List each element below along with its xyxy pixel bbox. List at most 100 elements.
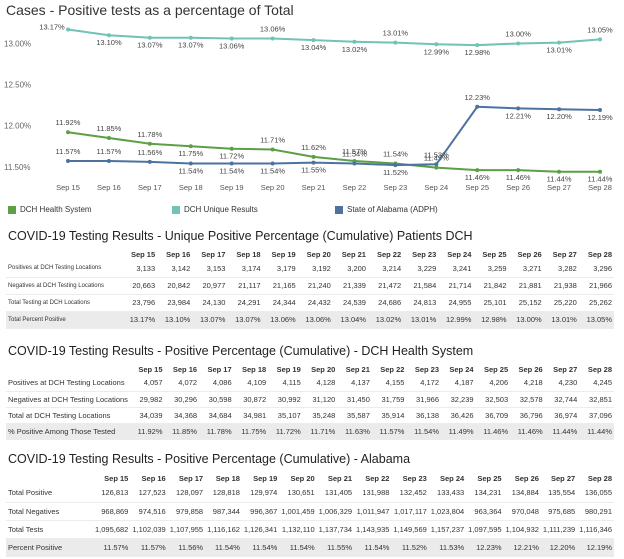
table-header-cell: Sep 26 [514, 473, 539, 483]
table-unique-positive: Sep 15 Sep 16 Sep 17 Sep 18 Sep 19 Sep 20 Sep … [6, 249, 614, 329]
table-header-cell: Sep 26 [517, 250, 542, 259]
legend-item-dch-health-system[interactable]: DCH Health System [8, 205, 92, 214]
table-cell: 134,884 [503, 484, 541, 503]
table-cell: 3,142 [157, 260, 193, 278]
table-cell: 136,055 [577, 484, 614, 503]
table-cell: 13.00% [508, 311, 544, 329]
row-label: Total Tests [6, 520, 93, 539]
data-point [598, 37, 602, 42]
row-label: Negatives at DCH Testing Locations [6, 277, 122, 295]
data-label: 13.05% [587, 25, 613, 34]
table-cell: 21,842 [473, 277, 509, 295]
table-header-row: Sep 15 Sep 16 Sep 17 Sep 18 Sep 19 Sep 20 Sep … [6, 249, 614, 260]
row-label: Negatives at DCH Testing Locations [6, 391, 130, 408]
table-cell: 36,138 [406, 407, 441, 424]
x-tick-label: Sep 17 [138, 183, 162, 192]
data-point [434, 165, 439, 170]
legend-label: DCH Health System [20, 205, 92, 214]
table-cell: 1,111,239 [540, 520, 578, 539]
table-header-cell: Sep 25 [477, 473, 502, 483]
table-cell: 11.92% [129, 423, 165, 440]
x-tick-label: Sep 20 [261, 183, 285, 192]
table-cell: 968,869 [92, 502, 131, 521]
data-label: 11.92% [56, 118, 81, 127]
table-cell: 1,157,237 [428, 520, 467, 539]
legend-label: State of Alabama (ADPH) [347, 205, 438, 214]
table-cell: 13.07% [227, 311, 263, 329]
table-cell: 3,192 [297, 260, 333, 278]
table-header-cell: Sep 22 [380, 365, 405, 374]
table-cell: 11.54% [241, 538, 280, 557]
table-cell: 31,120 [302, 391, 338, 408]
y-tick-label: 13.00% [4, 39, 31, 48]
table-cell: 3,200 [332, 260, 368, 278]
table-cell: 134,231 [466, 484, 504, 503]
data-label: 12.21% [505, 111, 531, 120]
row-label: Total Negatives [6, 502, 93, 521]
table-cell: 3,133 [122, 260, 158, 278]
table-cell: 1,097,595 [466, 520, 504, 539]
table-cell: 35,914 [371, 407, 407, 424]
table-cell: 30,992 [268, 391, 303, 408]
table-cell: 4,245 [579, 375, 614, 392]
table-cell: 32,239 [441, 391, 476, 408]
table-cell: 1,006,329 [316, 502, 355, 521]
data-label: 13.17% [39, 22, 65, 31]
table-cell: 129,974 [241, 484, 280, 503]
table-cell: 1,107,955 [167, 520, 206, 539]
table-header-cell: Sep 18 [215, 473, 240, 483]
table-cell: 974,516 [130, 502, 168, 521]
x-tick-label: Sep 24 [424, 183, 448, 192]
series-line-2 [68, 105, 601, 167]
data-point [270, 36, 275, 41]
table-cell: 23,984 [157, 294, 193, 312]
table-cell: 21,881 [508, 277, 544, 295]
table-cell: 12.23% [466, 538, 504, 557]
table-cell: 4,206 [475, 375, 511, 392]
data-label: 11.75% [178, 149, 203, 158]
data-label: 13.10% [96, 38, 122, 47]
table-cell: 4,115 [268, 375, 303, 392]
table-cell: 3,229 [403, 260, 439, 278]
table-cell: 24,344 [262, 294, 298, 312]
table-cell: 987,344 [205, 502, 242, 521]
data-point [393, 40, 398, 45]
table-header-cell: Sep 24 [449, 365, 474, 374]
table-header-cell: Sep 19 [271, 250, 296, 259]
data-label: 11.46% [465, 173, 490, 182]
data-point [475, 104, 480, 109]
data-label: 11.44% [588, 175, 613, 184]
data-label: 13.07% [137, 41, 163, 50]
table-cell: 970,048 [503, 502, 541, 521]
table-cell: 4,057 [129, 375, 165, 392]
data-point [516, 106, 521, 111]
table-alabama: Sep 15 Sep 16 Sep 17 Sep 18 Sep 19 Sep 20 Sep … [6, 472, 614, 557]
table-cell: 1,095,682 [92, 520, 131, 539]
table-cell: 12.19% [577, 538, 614, 557]
data-label: 11.62% [301, 143, 326, 152]
table-row: Total Negatives 968,869 974,516 979,858 987,… [6, 502, 614, 521]
x-tick-label: Sep 25 [465, 183, 489, 192]
table-cell: 12.20% [540, 538, 578, 557]
table-cell: 1,143,935 [354, 520, 392, 539]
data-label: 11.54% [219, 166, 244, 175]
table-cell: 25,101 [473, 294, 509, 312]
legend-item-state-of-alabama[interactable]: State of Alabama (ADPH) [335, 205, 438, 214]
table-cell: 30,872 [233, 391, 269, 408]
table-cell: 4,172 [406, 375, 441, 392]
table-cell: 131,405 [316, 484, 355, 503]
data-label: 11.57% [342, 147, 367, 156]
data-point [557, 40, 562, 45]
row-label: Positives at DCH Testing Locations [6, 260, 122, 278]
table-cell: 37,096 [579, 407, 614, 424]
table-cell: 1,102,039 [130, 520, 168, 539]
legend-item-dch-unique-results[interactable]: DCH Unique Results [172, 205, 258, 214]
table-cell: 11.57% [130, 538, 168, 557]
table-cell: 13.06% [262, 311, 298, 329]
table-cell: 24,291 [227, 294, 263, 312]
data-point [229, 161, 234, 166]
data-label: 11.85% [96, 124, 121, 133]
table-cell: 24,955 [438, 294, 474, 312]
table-cell: 11.54% [205, 538, 242, 557]
data-point [352, 39, 357, 44]
